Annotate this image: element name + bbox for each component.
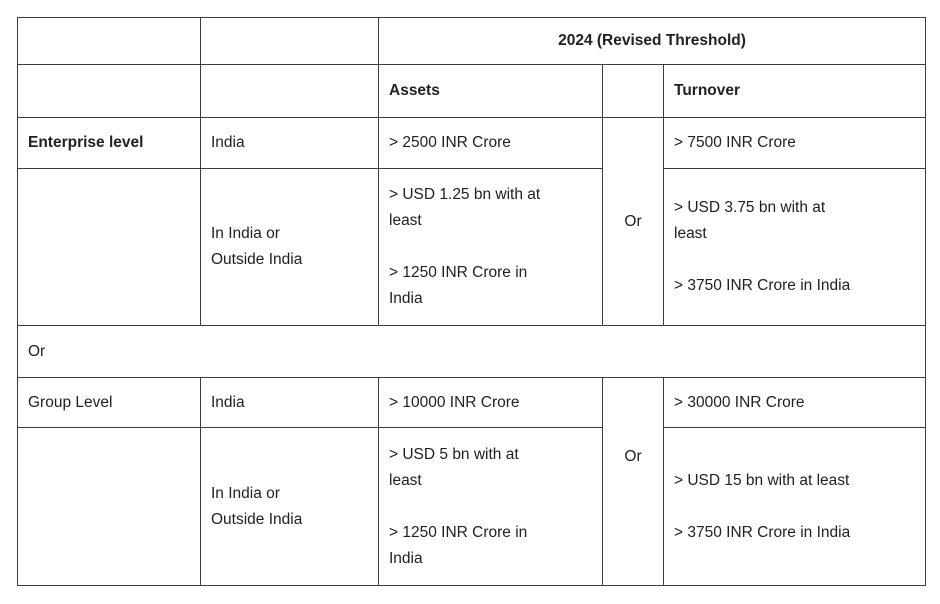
cell-enterprise-level: Enterprise level — [17, 117, 201, 169]
cell-group-india-location: India — [200, 377, 379, 428]
cell-enterprise-india-location: India — [200, 117, 379, 169]
cell-group-india-turnover: > 30000 INR Crore — [662, 377, 927, 428]
cell-blank-location-subheader — [200, 64, 379, 118]
group-row-india: Group Level India > 10000 INR Crore Or >… — [17, 377, 927, 586]
cell-enterprise-worldwide-assets: > USD 1.25 bn with at least > 1250 INR C… — [378, 168, 603, 326]
cell-enterprise-worldwide-turnover: > USD 3.75 bn with at least > 3750 INR C… — [662, 168, 927, 326]
or-divider-row: Or — [16, 325, 927, 378]
cell-group-india-assets: > 10000 INR Crore — [378, 377, 603, 428]
cell-blank-level-subheader — [17, 64, 201, 118]
cell-enterprise-india-assets: > 2500 INR Crore — [378, 117, 603, 169]
cell-enterprise-or: Or — [602, 117, 664, 326]
header-row-year: 2024 (Revised Threshold) — [17, 17, 927, 65]
cell-turnover-header: Turnover — [662, 64, 927, 118]
cell-group-level: Group Level — [17, 377, 201, 428]
enterprise-row-india: Enterprise level India > 2500 INR Crore … — [17, 117, 927, 326]
group-row-worldwide: In India or Outside India > USD 5 bn wit… — [17, 427, 927, 586]
cell-or-spacer-header — [602, 64, 664, 118]
cell-group-worldwide-location: In India or Outside India — [200, 427, 379, 586]
cell-assets-header: Assets — [378, 64, 603, 118]
cell-enterprise-india-turnover: > 7500 INR Crore — [662, 117, 927, 169]
cell-group-worldwide-assets: > USD 5 bn with at least > 1250 INR Cror… — [378, 427, 603, 586]
threshold-table: 2024 (Revised Threshold) Assets Turnover… — [16, 17, 927, 586]
cell-blank-level-header — [17, 17, 201, 65]
cell-blank-location-header — [200, 17, 379, 65]
cell-group-worldwide-turnover: > USD 15 bn with at least > 3750 INR Cro… — [662, 427, 927, 586]
cell-group-or: Or — [602, 377, 664, 586]
enterprise-row-worldwide: In India or Outside India > USD 1.25 bn … — [17, 168, 927, 326]
header-row-columns: Assets Turnover — [17, 64, 927, 118]
cell-or-divider: Or — [16, 325, 927, 378]
cell-year-header: 2024 (Revised Threshold) — [377, 17, 927, 65]
cell-group-blank-level — [17, 427, 201, 586]
cell-enterprise-blank-level — [17, 168, 201, 326]
cell-enterprise-worldwide-location: In India or Outside India — [200, 168, 379, 326]
